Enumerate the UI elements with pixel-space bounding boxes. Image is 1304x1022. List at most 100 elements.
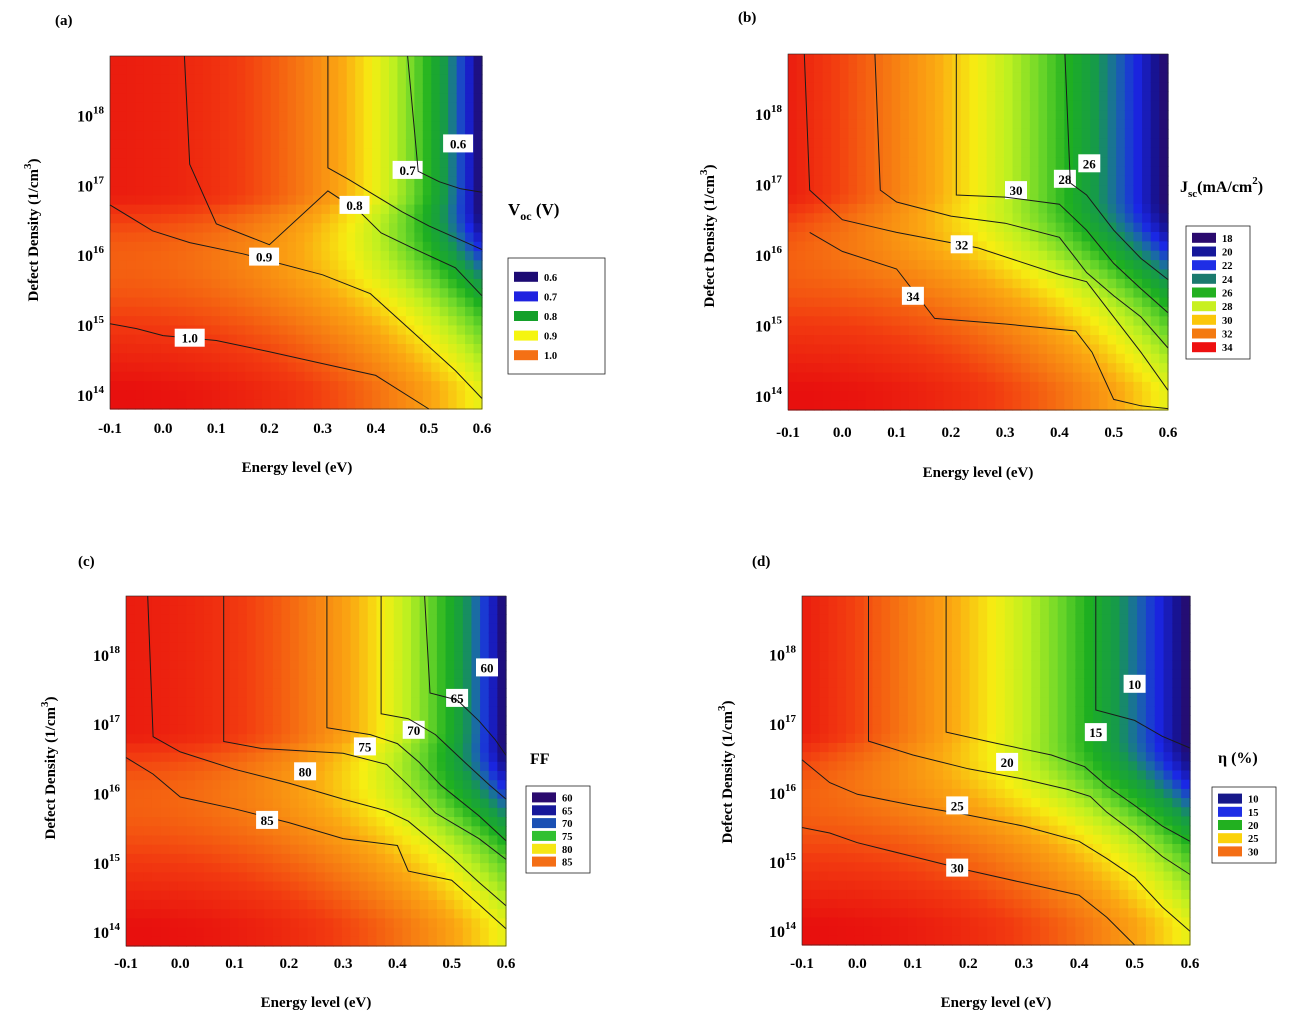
heatmap-cell bbox=[428, 678, 438, 689]
heatmap-cell bbox=[211, 353, 221, 364]
heatmap-cell bbox=[264, 798, 274, 809]
heatmap-cell bbox=[865, 260, 875, 271]
heatmap-cell bbox=[891, 110, 901, 121]
heatmap-cell bbox=[367, 688, 378, 698]
heatmap-cell bbox=[969, 128, 979, 139]
heatmap-cell bbox=[143, 642, 153, 652]
heatmap-cell bbox=[857, 100, 867, 111]
x-tick-label: 0.4 bbox=[1050, 425, 1069, 441]
heatmap-cell bbox=[436, 752, 447, 763]
heatmap-cell bbox=[346, 297, 356, 308]
heatmap-cell bbox=[908, 232, 919, 242]
heatmap-cell bbox=[126, 724, 136, 735]
heatmap-cell bbox=[900, 400, 910, 411]
heatmap-cell bbox=[1133, 128, 1143, 139]
heatmap-cell bbox=[272, 872, 283, 883]
heatmap-cell bbox=[312, 121, 322, 131]
heatmap-cell bbox=[883, 72, 893, 83]
heatmap-cell bbox=[473, 371, 483, 382]
heatmap-cell bbox=[465, 56, 475, 66]
heatmap-cell bbox=[1029, 203, 1040, 214]
heatmap-cell bbox=[995, 63, 1005, 74]
heatmap-cell bbox=[405, 334, 415, 345]
x-tick-label: 0.3 bbox=[313, 421, 332, 437]
heatmap-cell bbox=[1047, 260, 1057, 271]
heatmap-cell bbox=[355, 288, 365, 299]
heatmap-cell bbox=[1081, 316, 1091, 327]
heatmap-cell bbox=[341, 632, 352, 643]
heatmap-cell bbox=[236, 390, 246, 401]
heatmap-cell bbox=[264, 743, 274, 754]
heatmap-cell bbox=[355, 65, 365, 76]
heatmap-cell bbox=[143, 798, 153, 809]
heatmap-cell bbox=[151, 678, 162, 689]
heatmap-cell bbox=[813, 241, 824, 252]
heatmap-cell bbox=[1003, 288, 1014, 299]
heatmap-cell bbox=[316, 724, 326, 735]
heatmap-cell bbox=[203, 297, 213, 308]
heatmap-cell bbox=[135, 371, 145, 382]
heatmap-cell bbox=[908, 278, 919, 289]
heatmap-cell bbox=[246, 678, 257, 689]
heatmap-cell bbox=[1090, 260, 1100, 271]
heatmap-cell bbox=[236, 353, 246, 364]
heatmap-cell bbox=[978, 306, 988, 317]
heatmap-cell bbox=[262, 74, 272, 85]
heatmap-cell bbox=[246, 789, 257, 800]
heatmap-cell bbox=[462, 724, 473, 735]
heatmap-cell bbox=[287, 316, 297, 326]
heatmap-cell bbox=[355, 223, 365, 234]
contour-label-bg bbox=[392, 160, 423, 179]
heatmap-cell bbox=[186, 399, 196, 410]
heatmap-cell bbox=[978, 391, 988, 402]
heatmap-cell bbox=[943, 250, 953, 261]
heatmap-cell bbox=[465, 269, 475, 280]
heatmap-cell bbox=[1073, 203, 1083, 214]
heatmap-cell bbox=[813, 194, 824, 205]
heatmap-cell bbox=[186, 798, 196, 809]
heatmap-cell bbox=[312, 381, 322, 392]
heatmap-cell bbox=[422, 148, 432, 159]
heatmap-cell bbox=[152, 316, 162, 326]
heatmap-cell bbox=[436, 936, 447, 947]
heatmap-cell bbox=[393, 853, 403, 864]
legend-swatch bbox=[1192, 287, 1216, 298]
heatmap-cell bbox=[229, 651, 239, 662]
heatmap-cell bbox=[393, 789, 403, 800]
heatmap-cell bbox=[312, 399, 322, 410]
heatmap-cell bbox=[1012, 82, 1022, 93]
y-tick-base: 10 bbox=[77, 248, 93, 265]
heatmap-cell bbox=[253, 390, 263, 401]
heatmap-cell bbox=[321, 251, 331, 261]
heatmap-cell bbox=[414, 93, 424, 104]
heatmap-cell bbox=[212, 605, 222, 616]
heatmap-cell bbox=[346, 306, 356, 317]
heatmap-cell bbox=[219, 56, 229, 66]
heatmap-cell bbox=[160, 761, 170, 772]
heatmap-cell bbox=[169, 881, 179, 892]
heatmap-cell bbox=[865, 381, 875, 392]
heatmap-cell bbox=[402, 909, 412, 919]
heatmap-cell bbox=[448, 297, 458, 308]
heatmap-cell bbox=[1133, 110, 1143, 121]
heatmap-cell bbox=[296, 241, 306, 252]
heatmap-cell bbox=[1047, 100, 1057, 111]
heatmap-cell bbox=[917, 372, 927, 383]
heatmap-cell bbox=[211, 102, 221, 113]
heatmap-cell bbox=[1107, 344, 1117, 355]
heatmap-cell bbox=[255, 752, 265, 763]
heatmap-cell bbox=[1107, 241, 1117, 252]
heatmap-cell bbox=[312, 334, 322, 345]
heatmap-cell bbox=[219, 232, 229, 243]
heatmap-cell bbox=[385, 724, 395, 735]
heatmap-cell bbox=[389, 399, 399, 410]
heatmap-cell bbox=[848, 213, 858, 224]
heatmap-cell bbox=[363, 371, 373, 382]
heatmap-cell bbox=[865, 344, 875, 355]
heatmap-cell bbox=[917, 381, 927, 392]
heatmap-cell bbox=[908, 325, 919, 336]
heatmap-cell bbox=[143, 176, 153, 187]
heatmap-cell bbox=[969, 241, 979, 252]
heatmap-cell bbox=[865, 54, 875, 64]
